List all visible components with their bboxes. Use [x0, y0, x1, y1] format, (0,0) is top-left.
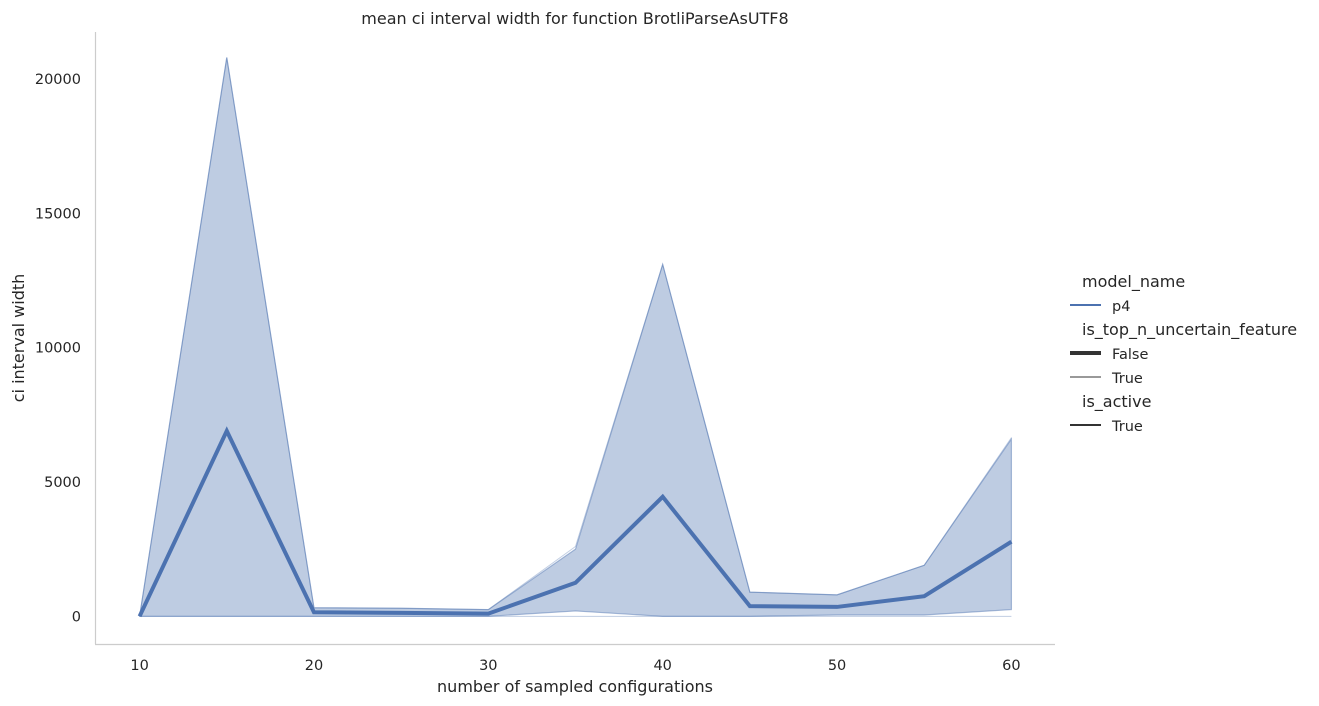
legend-label: True — [1111, 371, 1143, 387]
data-point — [661, 495, 665, 499]
legend-title: model_name — [1082, 272, 1185, 292]
data-point — [399, 611, 403, 615]
data-point — [225, 429, 229, 433]
legend-label: p4 — [1112, 299, 1130, 315]
data-point — [138, 614, 142, 618]
chart-title: mean ci interval width for function Brot… — [361, 9, 788, 28]
y-axis-title: ci interval width — [9, 274, 28, 403]
y-tick-label: 15000 — [35, 206, 81, 222]
y-tick-label: 5000 — [44, 475, 81, 491]
data-point — [486, 612, 490, 616]
plot-area — [137, 57, 1013, 618]
x-tick-label: 40 — [653, 658, 671, 674]
data-point — [312, 610, 316, 614]
legend: model_name p4 is_top_n_uncertain_feature Fa… — [1070, 272, 1297, 435]
confidence-band — [138, 57, 1013, 617]
x-tick-label: 30 — [479, 658, 497, 674]
y-tick-label: 20000 — [35, 72, 81, 88]
x-tick-label: 10 — [130, 658, 148, 674]
confidence-band-thin-edge — [139, 57, 1012, 617]
x-tick-label: 60 — [1002, 658, 1020, 674]
data-point — [574, 581, 578, 585]
legend-label: True — [1111, 419, 1143, 435]
x-tick-label: 20 — [305, 658, 323, 674]
data-point — [922, 594, 926, 598]
series-line — [137, 426, 1013, 618]
legend-title: is_active — [1082, 392, 1151, 412]
x-tick-label: 50 — [828, 658, 846, 674]
data-point — [1009, 540, 1013, 544]
y-tick-labels: 0 5000 10000 15000 20000 — [35, 72, 81, 625]
x-tick-labels: 10 20 30 40 50 60 — [130, 658, 1020, 674]
y-tick-label: 10000 — [35, 341, 81, 357]
data-point — [748, 604, 752, 608]
y-tick-label: 0 — [72, 609, 81, 625]
data-point — [835, 605, 839, 609]
legend-label: False — [1112, 347, 1148, 363]
x-axis-title: number of sampled configurations — [437, 677, 713, 696]
legend-title: is_top_n_uncertain_feature — [1082, 320, 1297, 340]
